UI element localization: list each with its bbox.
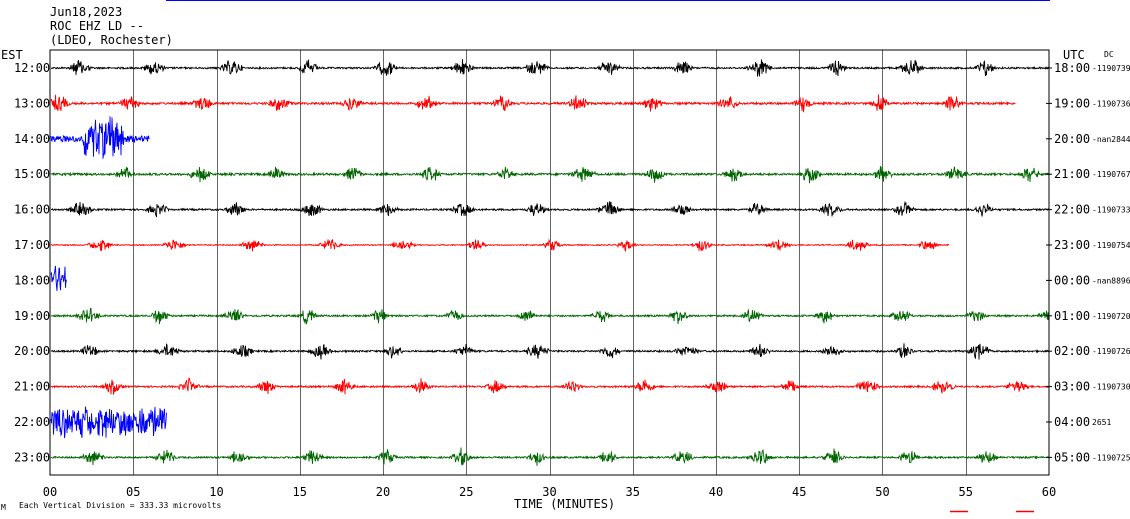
x-tick-label-55: 55	[959, 485, 973, 499]
x-tick-label-60: 60	[1042, 485, 1056, 499]
trace-row-13:00	[50, 94, 1016, 113]
header-network: (LDEO, Rochester)	[50, 33, 173, 47]
plot-grid	[133, 50, 967, 475]
row-dc-offset: -1190739	[1092, 64, 1130, 73]
row-label-est-18:00: 18:00	[14, 273, 50, 287]
row-label-est-23:00: 23:00	[14, 450, 50, 464]
header-date: Jun18,2023	[50, 5, 122, 19]
row-label-est-12:00: 12:00	[14, 61, 50, 75]
row-dc-offset: -1190726	[1092, 347, 1130, 356]
row-label-utc-20:00: 20:00	[1054, 132, 1090, 146]
trace-row-15:00	[50, 165, 1050, 184]
trace-row-16:00	[50, 200, 1050, 218]
x-tick-label-25: 25	[459, 485, 473, 499]
trace-row-14:00	[50, 116, 150, 159]
row-label-est-20:00: 20:00	[14, 344, 50, 358]
x-tick-label-30: 30	[542, 485, 556, 499]
corner-mark: M	[1, 503, 6, 512]
x-tick-label-40: 40	[709, 485, 723, 499]
row-label-utc-04:00: 04:00	[1054, 415, 1090, 429]
row-label-utc-18:00: 18:00	[1054, 61, 1090, 75]
row-dc-offset: -1190736	[1092, 99, 1130, 108]
row-label-est-21:00: 21:00	[14, 380, 50, 394]
row-dc-offset: -1190754	[1092, 241, 1130, 250]
x-axis-ticks: 00 05 10 15 20 25 30 35 40 45 50 55 60	[43, 485, 1056, 499]
row-label-utc-03:00: 03:00	[1054, 380, 1090, 394]
row-dc-offset: -1190767	[1092, 170, 1130, 179]
x-tick-label-45: 45	[792, 485, 806, 499]
header-station: ROC EHZ LD --	[50, 19, 144, 33]
row-label-utc-01:00: 01:00	[1054, 309, 1090, 323]
row-label-est-15:00: 15:00	[14, 167, 50, 181]
row-dc-offset: 2651	[1092, 418, 1111, 427]
scale-note: Each Vertical Division = 333.33 microvol…	[19, 501, 221, 510]
right-timezone-label: UTC	[1063, 48, 1085, 62]
x-tick-label-20: 20	[376, 485, 390, 499]
row-label-est-16:00: 16:00	[14, 203, 50, 217]
row-label-est-14:00: 14:00	[14, 132, 50, 146]
trace-row-18:00	[50, 265, 67, 291]
trace-row-20:00	[51, 343, 1050, 360]
plot-frame	[49, 49, 1050, 476]
trace-row-23:00	[50, 447, 1050, 467]
row-label-utc-02:00: 02:00	[1054, 344, 1090, 358]
trace-row-17:00	[50, 238, 950, 252]
row-dc-offset: -1190725	[1092, 453, 1130, 462]
trace-row-22:00	[50, 406, 167, 439]
row-dc-offset: -nan2844	[1092, 135, 1130, 144]
row-label-est-13:00: 13:00	[14, 96, 50, 110]
row-dc-offset: -nan8896	[1092, 276, 1130, 285]
x-tick-label-35: 35	[626, 485, 640, 499]
row-label-utc-00:00: 00:00	[1054, 273, 1090, 287]
left-timezone-label: EST	[1, 48, 23, 62]
row-dc-offset: -1190720	[1092, 312, 1130, 321]
x-tick-label-05: 05	[126, 485, 140, 499]
x-axis-label: TIME (MINUTES)	[514, 497, 615, 511]
x-tick-label-10: 10	[209, 485, 223, 499]
trace-group	[50, 58, 1050, 467]
x-tick-label-15: 15	[293, 485, 307, 499]
dc-label: DC	[1104, 50, 1114, 59]
trace-row-12:00	[50, 58, 1050, 77]
row-label-utc-23:00: 23:00	[1054, 238, 1090, 252]
row-dc-offset: -1190733	[1092, 206, 1130, 215]
trace-row-21:00	[50, 377, 1050, 395]
x-tick-label-00: 00	[43, 485, 57, 499]
row-label-utc-22:00: 22:00	[1054, 203, 1090, 217]
row-label-est-22:00: 22:00	[14, 415, 50, 429]
row-dc-offset: -1190730	[1092, 383, 1130, 392]
trace-row-19:00	[50, 307, 1050, 325]
row-label-utc-19:00: 19:00	[1054, 96, 1090, 110]
row-label-utc-21:00: 21:00	[1054, 167, 1090, 181]
row-label-est-19:00: 19:00	[14, 309, 50, 323]
row-label-est-17:00: 17:00	[14, 238, 50, 252]
x-tick-label-50: 50	[875, 485, 889, 499]
row-label-utc-05:00: 05:00	[1054, 450, 1090, 464]
